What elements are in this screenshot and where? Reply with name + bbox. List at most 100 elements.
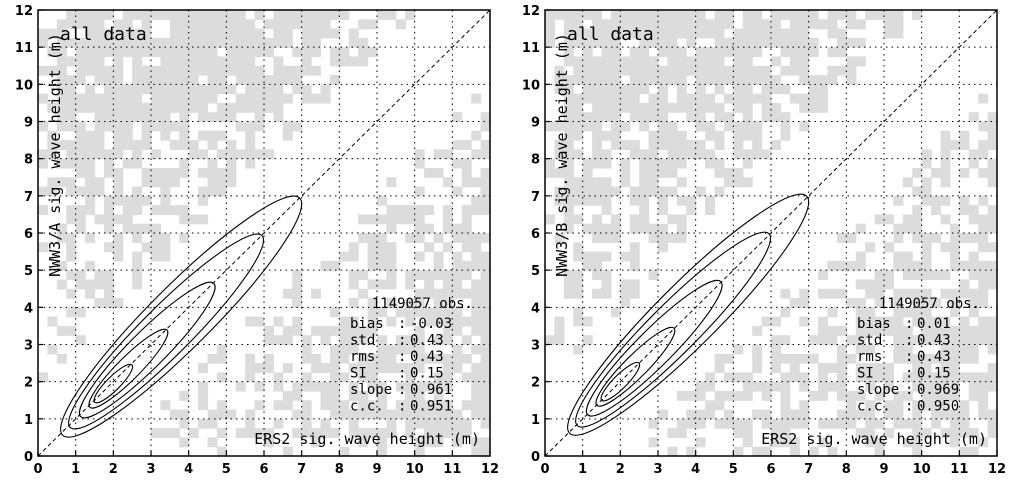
x-tick-label: 3 [653, 462, 662, 477]
shade-cell [771, 428, 782, 439]
shade-cell [348, 270, 359, 281]
shade-cell [301, 400, 312, 411]
shade-cell [94, 186, 105, 197]
shade-cell [968, 214, 979, 225]
shade-cell [113, 177, 124, 188]
shade-cell [855, 251, 866, 262]
shade-cell [480, 288, 491, 299]
shade-cell [245, 75, 256, 85]
shade-cell [169, 428, 180, 439]
shade-cell [461, 223, 472, 234]
shade-cell [789, 437, 800, 448]
shade-cell [245, 353, 256, 364]
shade-cell [658, 112, 669, 123]
shade-cell [855, 372, 866, 383]
shade-cell [780, 37, 791, 48]
shade-cell [85, 158, 96, 169]
shade-cell [339, 47, 350, 58]
shade-cell [122, 10, 133, 20]
shade-cell [414, 214, 425, 225]
contour-line [68, 233, 265, 430]
shade-cell [884, 214, 895, 225]
shade-cell [122, 195, 133, 206]
shade-cell [386, 205, 397, 216]
shade-cell [987, 130, 998, 141]
shade-cell [620, 158, 631, 169]
shade-cell [639, 84, 650, 95]
shade-cell [113, 233, 124, 243]
shade-cell [987, 214, 998, 225]
shade-cell [377, 307, 388, 318]
shade-cell [912, 260, 923, 271]
shade-cell [56, 140, 67, 150]
shade-cell [771, 381, 782, 392]
shade-cell [151, 37, 162, 48]
shade-cell [676, 130, 687, 141]
shade-cell [639, 47, 650, 58]
shade-cell [705, 56, 716, 67]
shade-cell [424, 400, 435, 411]
shade-cell [780, 418, 791, 429]
shade-cell [442, 270, 453, 281]
shade-cell [676, 233, 687, 243]
shade-cell [676, 149, 687, 160]
shade-cell [695, 390, 706, 401]
shade-cell [686, 390, 697, 401]
shade-cell [667, 47, 678, 58]
shade-cell [169, 409, 180, 420]
shade-cell [752, 121, 763, 132]
shade-cell [480, 112, 491, 123]
shade-cell [226, 102, 237, 113]
shade-cell [66, 177, 77, 188]
shade-cell [471, 195, 482, 206]
shade-cell [940, 390, 951, 401]
shade-cell [742, 56, 753, 67]
shade-cell [122, 223, 133, 234]
shade-cell [329, 353, 340, 364]
shade-cell [658, 28, 669, 39]
shade-cell [122, 205, 133, 216]
shade-cell [855, 56, 866, 67]
shade-cell [968, 353, 979, 364]
shade-cell [978, 233, 989, 243]
shade-cell [273, 93, 284, 104]
shade-cell [780, 28, 791, 39]
shade-cell [329, 409, 340, 420]
shade-cell [254, 47, 265, 58]
shade-cell [169, 167, 180, 178]
shade-cell [855, 223, 866, 234]
shade-cell [648, 186, 659, 197]
shade-cell [301, 353, 312, 364]
shade-cell [789, 353, 800, 364]
shade-cell [405, 316, 416, 327]
shade-cell [846, 65, 857, 76]
shade-cell [667, 167, 678, 178]
shade-cell [676, 223, 687, 234]
shade-cell [912, 186, 923, 197]
shade-cell [235, 56, 246, 67]
shade-cell [311, 28, 322, 39]
shade-cell [573, 102, 584, 113]
shade-cell [761, 390, 772, 401]
shade-cell [601, 251, 612, 262]
shade-cell [461, 288, 472, 299]
shade-cell [75, 158, 86, 169]
shade-cell [733, 65, 744, 76]
shade-cell [480, 233, 491, 243]
shade-cell [348, 381, 359, 392]
shade-cell [198, 56, 209, 67]
shade-cell [742, 177, 753, 188]
shade-cell [695, 149, 706, 160]
shade-cell [865, 428, 876, 439]
shade-cell [799, 10, 810, 20]
y-tick-label: 7 [24, 190, 33, 205]
shade-cell [94, 149, 105, 160]
shade-cell [461, 167, 472, 178]
shade-cell [207, 167, 218, 178]
shade-cell [771, 335, 782, 346]
shade-cell [264, 353, 275, 364]
shade-cell [855, 428, 866, 439]
shade-cell [414, 251, 425, 262]
shade-cell [122, 102, 133, 113]
shade-cell [405, 233, 416, 243]
